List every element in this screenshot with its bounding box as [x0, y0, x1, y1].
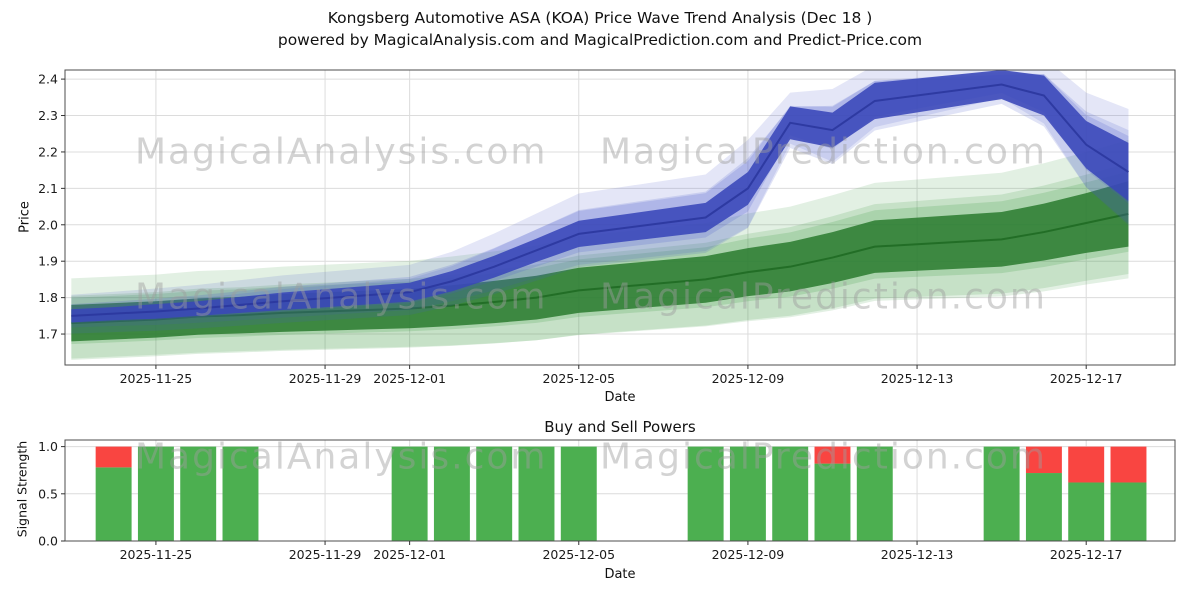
x-tick-label: 2025-11-25: [120, 547, 193, 562]
buy-power-bar: [729, 446, 766, 541]
x-tick-label: 2025-12-09: [712, 547, 785, 562]
buy-power-bar: [433, 446, 470, 541]
x-tick-label: 2025-12-01: [373, 547, 446, 562]
price-axis-label: Price: [17, 201, 33, 233]
buy-power-bar: [983, 446, 1020, 541]
sell-power-bar: [1025, 446, 1062, 474]
prediction-wave-blue-center-line: [71, 83, 1130, 317]
buy-power-bar: [814, 463, 851, 541]
buy-power-bar: [476, 446, 513, 541]
x-tick-label: 2025-12-17: [1050, 547, 1123, 562]
x-tick-label: 2025-12-09: [712, 371, 785, 386]
x-tick-label: 2025-12-13: [881, 371, 954, 386]
buy-power-bar: [518, 446, 555, 541]
x-tick-label: 2025-12-17: [1050, 371, 1123, 386]
buy-power-bar: [560, 446, 597, 541]
prediction-wave-blue-outer-band: [71, 70, 1129, 328]
x-tick-label: 2025-12-05: [542, 371, 615, 386]
buy-power-bar: [1025, 473, 1062, 541]
buy-power-bar: [180, 446, 217, 541]
power-chart-title: Buy and Sell Powers: [544, 418, 696, 436]
y-tick-label: 1.7: [38, 327, 58, 342]
buy-power-bar: [222, 446, 259, 541]
y-tick-label: 2.4: [38, 72, 58, 87]
x-tick-label: 2025-11-25: [120, 371, 193, 386]
buy-power-bar: [856, 446, 893, 541]
x-tick-label: 2025-12-01: [373, 371, 446, 386]
y-tick-label: 0.5: [38, 486, 58, 501]
y-tick-label: 1.0: [38, 439, 58, 454]
sell-power-bar: [1110, 446, 1147, 483]
buy-power-bar: [1068, 482, 1105, 541]
y-tick-label: 1.8: [38, 290, 58, 305]
buy-power-bar: [95, 467, 132, 541]
buy-power-bar: [1110, 482, 1147, 541]
date-axis-label-top: Date: [604, 390, 636, 405]
prediction-wave-blue-inner-band: [71, 70, 1129, 323]
buy-power-bar: [687, 446, 724, 541]
x-tick-label: 2025-11-29: [289, 371, 362, 386]
buy-power-bar: [137, 446, 174, 541]
y-tick-label: 1.9: [38, 254, 58, 269]
y-tick-label: 2.0: [38, 217, 58, 232]
buy-power-bar: [772, 446, 809, 541]
y-tick-label: 2.2: [38, 144, 58, 159]
y-tick-label: 2.3: [38, 108, 58, 123]
date-axis-label-bottom: Date: [604, 567, 636, 582]
x-tick-label: 2025-12-05: [542, 547, 615, 562]
page-title: Kongsberg Automotive ASA (KOA) Price Wav…: [327, 9, 873, 27]
x-tick-label: 2025-12-13: [881, 547, 954, 562]
sell-power-bar: [814, 446, 851, 464]
page-subtitle: powered by MagicalAnalysis.com and Magic…: [277, 31, 923, 49]
sell-power-bar: [95, 446, 132, 468]
buy-power-bar: [391, 446, 428, 541]
plot-border: [64, 69, 1176, 366]
y-tick-label: 2.1: [38, 181, 58, 196]
price-wave-plot-area: [71, 70, 1130, 360]
analysis-wave-green-center-line: [71, 212, 1129, 325]
y-tick-label: 0.0: [38, 534, 58, 549]
sell-power-bar: [1068, 446, 1105, 483]
signal-strength-axis-label: Signal Strength: [14, 440, 30, 538]
plot-border: [64, 439, 1176, 542]
x-tick-label: 2025-11-29: [289, 547, 362, 562]
